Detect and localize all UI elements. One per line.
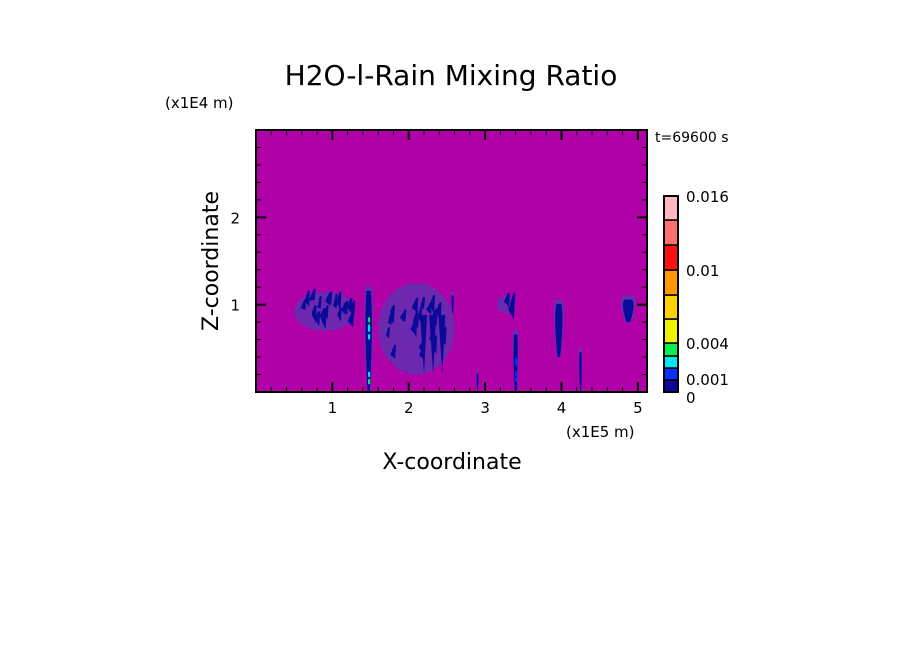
rain-streak: [411, 297, 419, 313]
y-tick-label: 1: [230, 297, 240, 315]
y-axis-label: Z-coordinate: [199, 191, 224, 331]
rain-streak: [336, 291, 342, 311]
x-tick-label: 3: [480, 399, 490, 417]
rain-streak: [324, 305, 329, 320]
colorbar-frame: [663, 195, 679, 393]
x-tick-label: 5: [633, 399, 643, 417]
x-tick-label: 2: [404, 399, 414, 417]
colorbar-bin: [663, 379, 679, 393]
rain-streak: [300, 299, 307, 311]
time-label: t=69600 s: [655, 130, 729, 146]
colorbar-label: 0.016: [686, 188, 729, 206]
rain-cell-core: [368, 379, 371, 385]
rain-streak: [402, 309, 407, 321]
colorbar-bin: [663, 195, 679, 221]
rain-streak: [317, 296, 322, 309]
rain-streak: [503, 292, 510, 306]
x-unit-label: (x1E5 m): [566, 423, 635, 441]
rain-cell: [365, 290, 372, 392]
rain-streak: [429, 295, 436, 316]
rain-streak: [510, 296, 515, 308]
colorbar-label: 0.001: [686, 371, 729, 389]
rain-streak: [311, 305, 317, 324]
rain-cell: [622, 299, 634, 323]
rain-streak: [341, 302, 347, 315]
x-tick-label: 4: [557, 399, 567, 417]
rain-streak: [327, 291, 333, 305]
rain-cell-core: [515, 376, 518, 382]
rain-cell-core: [368, 334, 371, 340]
plot-background: [256, 130, 647, 392]
y-tick-label: 2: [230, 209, 240, 227]
rain-streak: [319, 307, 326, 328]
rain-cell: [476, 373, 479, 392]
x-tick-label: 1: [328, 399, 338, 417]
rain-streak: [420, 296, 426, 310]
rain-field: [294, 282, 636, 392]
rain-streak: [385, 327, 391, 339]
rain-cell-core: [368, 317, 371, 323]
x-axis-label: X-coordinate: [382, 450, 521, 475]
rain-streak: [347, 310, 355, 328]
y-unit-label: (x1E4 m): [165, 94, 234, 112]
colorbar-bin: [663, 244, 679, 271]
colorbar-label: 0: [686, 389, 696, 407]
rain-cell: [555, 303, 563, 358]
rain-cell-core: [515, 387, 518, 392]
rain-cell-core: [515, 359, 518, 365]
rain-streak: [333, 294, 338, 309]
colorbar-bin: [663, 367, 679, 381]
plot-frame: [255, 129, 648, 393]
rain-streak: [314, 311, 321, 327]
rain-shaft: [420, 314, 428, 375]
rain-cell: [579, 351, 582, 392]
rain-streak: [426, 302, 433, 315]
colorbar-bin: [663, 269, 679, 296]
rain-cell-core: [368, 371, 371, 377]
colorbar-bin: [663, 342, 679, 357]
rain-cell-core: [368, 326, 371, 332]
rain-streak: [410, 323, 416, 334]
colorbar-bin: [663, 318, 679, 344]
chart-title: H2O-l-Rain Mixing Ratio: [285, 59, 618, 92]
rain-streak: [387, 312, 393, 325]
rain-streak: [308, 288, 316, 301]
rain-shaft: [429, 314, 437, 375]
rain-streak: [390, 344, 397, 359]
rain-cell-core: [515, 371, 518, 377]
colorbar-bin: [663, 219, 679, 246]
rain-streak: [304, 290, 310, 307]
rain-streak: [337, 307, 342, 322]
colorbar-bin: [663, 294, 679, 320]
colorbar-label: 0.01: [686, 262, 719, 280]
colorbar-bin: [663, 355, 679, 369]
colorbar-label: 0.004: [686, 335, 729, 353]
rain-shaft: [438, 314, 446, 375]
rain-cell: [451, 295, 454, 314]
rain-streak: [348, 300, 356, 316]
